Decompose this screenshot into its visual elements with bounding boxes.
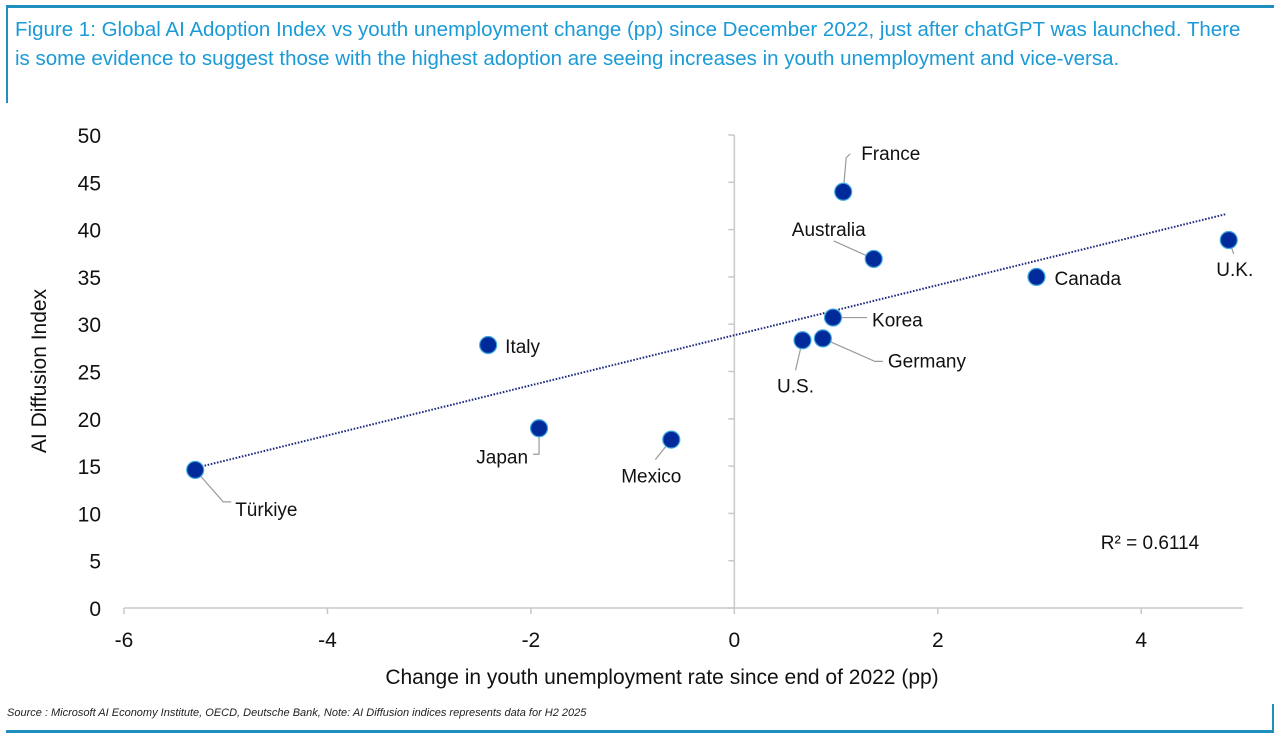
y-axis-title: AI Diffusion Index [28, 288, 51, 453]
data-point-mexico [662, 430, 681, 449]
trendline [194, 213, 1226, 469]
data-label-italy: Italy [505, 337, 540, 358]
data-point-japan [529, 419, 549, 438]
x-tick-label: -2 [522, 629, 541, 652]
y-tick-label: 5 [89, 551, 101, 574]
data-point-canada [1027, 267, 1046, 286]
data-label-france: France [861, 144, 920, 165]
data-label-germany: Germany [888, 351, 967, 372]
r-squared-label: R² = 0.6114 [1101, 533, 1200, 554]
x-tick-label: 0 [729, 629, 741, 652]
y-tick-label: 50 [78, 125, 101, 148]
data-point-u-k [1219, 230, 1238, 250]
y-tick-label: 0 [89, 598, 101, 621]
data-point-australia [864, 249, 883, 269]
data-point-italy [479, 335, 498, 355]
data-label-korea: Korea [872, 311, 923, 332]
data-points [186, 182, 1238, 479]
right-rule [1272, 704, 1274, 733]
leader-line-germany [822, 337, 883, 362]
data-point-france [834, 182, 853, 201]
x-tick-label: -4 [318, 629, 337, 652]
point-labels: Türkiye Italy Japan Mexico U.S. Germany Korea F… [235, 144, 1253, 521]
figure-caption: Figure 1: Global AI Adoption Index vs yo… [15, 18, 1241, 70]
data-label-u-s: U.S. [777, 376, 814, 397]
y-tick-label: 45 [78, 172, 101, 195]
data-label-u-k: U.K. [1216, 260, 1253, 281]
y-tick-label: 15 [78, 456, 101, 479]
y-tick-label: 30 [78, 314, 101, 337]
y-tick-label: 35 [78, 267, 101, 290]
data-point-t-rkiye [186, 460, 205, 479]
x-tick-label: 4 [1135, 629, 1147, 652]
data-label-canada: Canada [1054, 269, 1121, 290]
source-note: Source : Microsoft AI Economy Institute,… [7, 707, 587, 719]
y-tick-label: 40 [78, 220, 101, 243]
bottom-rule [6, 730, 1274, 733]
leader-line-t-rkiye [194, 469, 232, 503]
data-label-japan: Japan [476, 447, 528, 468]
y-tick-label: 10 [78, 503, 101, 526]
x-tick-label: -6 [115, 629, 134, 652]
data-label-australia: Australia [792, 220, 866, 241]
data-point-u-s [793, 331, 812, 350]
data-label-mexico: Mexico [621, 467, 681, 488]
data-point-korea [823, 308, 843, 327]
leader-line-france [842, 153, 851, 192]
x-tick-label: 2 [932, 629, 944, 652]
top-rule [6, 5, 1274, 8]
leader-lines [194, 153, 1235, 503]
data-label-t-rkiye: Türkiye [235, 500, 297, 521]
x-axis-title: Change in youth unemployment rate since … [385, 666, 938, 689]
y-tick-label: 25 [78, 362, 101, 385]
y-tick-label: 20 [78, 409, 101, 432]
data-point-germany [813, 329, 832, 348]
trendline-group [194, 213, 1226, 469]
left-rule [6, 5, 8, 103]
